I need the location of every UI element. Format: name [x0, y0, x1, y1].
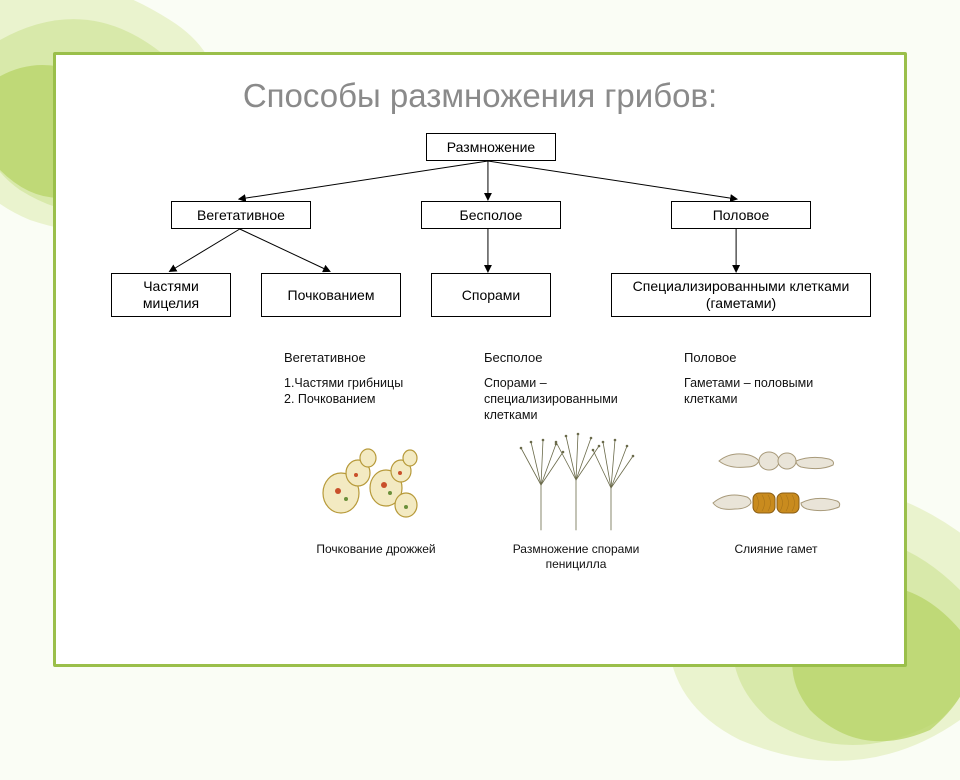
- table-caption-cell: Размножение спорами пеницилла: [476, 538, 676, 577]
- table-image-cell: [476, 428, 676, 538]
- table-header-cell: [76, 346, 276, 371]
- table-caption-cell: [76, 538, 276, 577]
- table-caption-cell: Слияние гамет: [676, 538, 876, 577]
- flow-node-vegetative: Вегетативное: [171, 201, 311, 229]
- description-table: Вегетативное Бесполое Половое 1.Частями …: [76, 346, 884, 577]
- table-desc-row: 1.Частями грибницы 2. Почкованием Спорам…: [76, 371, 884, 428]
- flow-node-gametes: Специализированными клетками (гаметами): [611, 273, 871, 317]
- yeast-budding-icon: [306, 433, 446, 533]
- table-header-cell: Вегетативное: [276, 346, 476, 371]
- table-image-cell: [676, 428, 876, 538]
- table-desc-cell: [76, 371, 276, 428]
- flow-node-root: Размножение: [426, 133, 556, 161]
- flow-node-budding: Почкованием: [261, 273, 401, 317]
- table-header-cell: Бесполое: [476, 346, 676, 371]
- flowchart: Размножение Вегетативное Бесполое Полово…: [76, 133, 884, 338]
- flow-node-spores: Спорами: [431, 273, 551, 317]
- table-caption-cell: Почкование дрожжей: [276, 538, 476, 577]
- table-image-cell: [276, 428, 476, 538]
- table-desc-cell: Гаметами – половыми клетками: [676, 371, 876, 428]
- slide-title: Способы размножения грибов:: [76, 77, 884, 115]
- table-header-cell: Половое: [676, 346, 876, 371]
- slide-card: Способы размножения грибов:: [53, 52, 907, 667]
- flow-node-asexual: Бесполое: [421, 201, 561, 229]
- table-desc-cell: 1.Частями грибницы 2. Почкованием: [276, 371, 476, 428]
- table-header-row: Вегетативное Бесполое Половое: [76, 346, 884, 371]
- gamete-fusion-icon: [701, 433, 851, 533]
- table-image-cell: [76, 428, 276, 538]
- flow-node-sexual: Половое: [671, 201, 811, 229]
- table-desc-cell: Спорами – специализированными клетками: [476, 371, 676, 428]
- table-image-row: [76, 428, 884, 538]
- penicillium-spores-icon: [501, 430, 651, 535]
- flow-node-mycelium-parts: Частями мицелия: [111, 273, 231, 317]
- table-caption-row: Почкование дрожжей Размножение спорами п…: [76, 538, 884, 577]
